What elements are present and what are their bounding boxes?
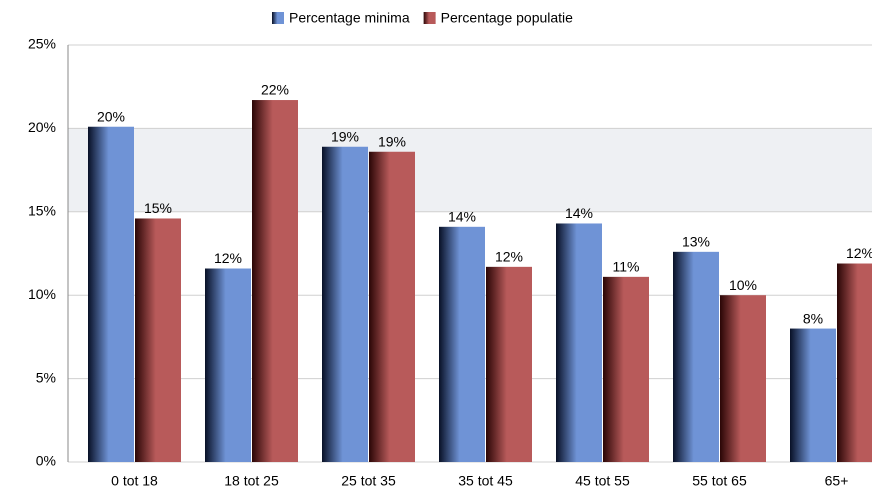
y-tick-label: 15% (28, 203, 56, 219)
data-label: 12% (495, 249, 523, 265)
y-tick-label: 0% (36, 453, 56, 469)
bar (439, 226, 485, 462)
legend-label: Percentage minima (289, 10, 410, 26)
bar (720, 295, 766, 462)
data-label: 11% (613, 259, 640, 275)
x-tick-label: 35 tot 45 (458, 473, 513, 489)
bar (603, 276, 649, 462)
x-tick-label: 0 tot 18 (111, 473, 158, 489)
bar (673, 251, 719, 462)
y-tick-label: 10% (28, 286, 56, 302)
data-label: 19% (331, 128, 359, 144)
legend-swatch (272, 12, 284, 24)
bar (88, 126, 134, 463)
bar (369, 151, 415, 462)
bar (205, 268, 251, 462)
legend-swatch (423, 12, 436, 24)
x-tick-label: 25 tot 35 (341, 473, 396, 489)
data-label: 12% (214, 250, 242, 266)
bar (837, 263, 872, 462)
data-label: 13% (682, 234, 710, 250)
bar (790, 328, 836, 462)
data-label: 12% (846, 245, 872, 261)
x-tick-label: 18 tot 25 (224, 473, 279, 489)
bar (135, 218, 181, 462)
data-label: 15% (144, 200, 172, 216)
bar (322, 146, 368, 463)
data-label: 8% (803, 310, 823, 326)
data-label: 10% (729, 277, 757, 293)
x-tick-label: 65+ (825, 473, 849, 489)
y-tick-label: 20% (28, 119, 56, 135)
x-tick-label: 45 tot 55 (575, 473, 630, 489)
bar (556, 223, 602, 462)
y-tick-label: 5% (36, 369, 56, 385)
legend-label: Percentage populatie (441, 10, 574, 26)
bar (486, 266, 532, 462)
data-label: 14% (565, 205, 593, 221)
x-tick-label: 55 tot 65 (692, 473, 747, 489)
y-tick-label: 25% (28, 36, 56, 52)
bar (252, 100, 298, 462)
data-label: 14% (448, 209, 476, 225)
data-label: 22% (261, 82, 289, 98)
data-label: 20% (97, 108, 125, 124)
data-label: 19% (378, 133, 406, 149)
